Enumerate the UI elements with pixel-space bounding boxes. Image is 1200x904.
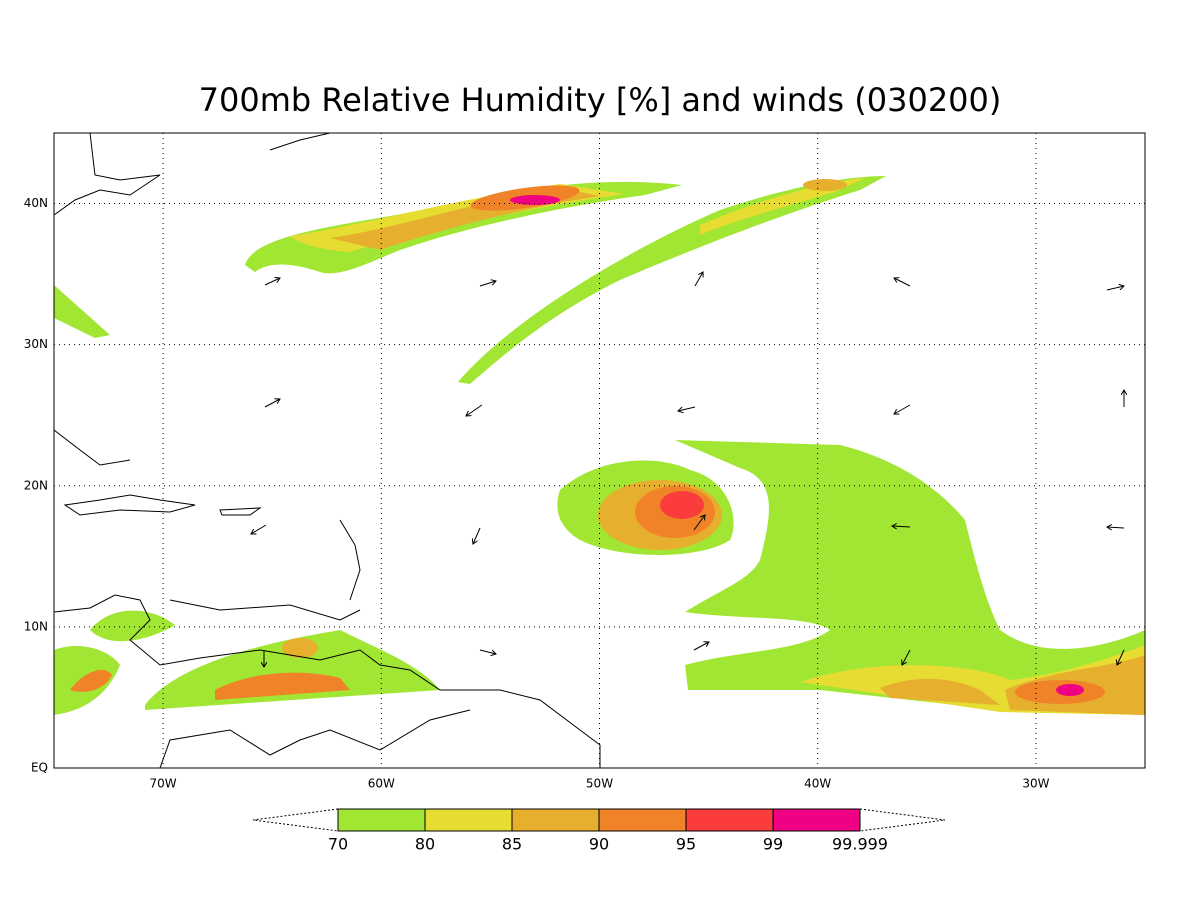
humidity-field — [54, 176, 1145, 715]
wind-arrow — [1106, 286, 1124, 291]
colorbar-end — [859, 808, 946, 832]
wind-arrow — [264, 278, 280, 286]
colorbar: 70 80 85 90 95 99 99.999 — [252, 808, 946, 854]
wind-arrow — [678, 406, 696, 411]
coastline — [339, 519, 361, 601]
wind-arrow — [693, 642, 709, 651]
map-title: 700mb Relative Humidity [%] and winds (0… — [199, 81, 1002, 119]
wind-arrow — [902, 649, 911, 665]
humidity-area — [660, 491, 704, 519]
lat-label: 30N — [24, 337, 48, 351]
coastlines — [54, 133, 601, 768]
lon-label: 30W — [1022, 777, 1049, 791]
humidity-area — [282, 638, 318, 658]
coastline — [54, 429, 131, 466]
colorbar-end — [252, 808, 339, 832]
colorbar-label: 95 — [676, 835, 696, 854]
coastline — [269, 133, 331, 151]
colorbar-swatch — [598, 808, 687, 832]
coastline — [54, 594, 601, 768]
axis-labels: 70W 60W 50W 40W 30W EQ 10N 20N 30N 40N — [24, 196, 1050, 790]
wind-arrow — [693, 515, 705, 531]
lon-label: 40W — [804, 777, 831, 791]
wind-arrow — [479, 281, 496, 287]
colorbar-label: 80 — [415, 835, 435, 854]
colorbar-swatch — [511, 808, 600, 832]
wind-arrow — [1117, 649, 1125, 665]
wind-arrow — [1107, 527, 1125, 528]
map-frame — [53, 132, 1146, 769]
colorbar-label: 99 — [763, 835, 783, 854]
wind-arrow — [473, 527, 481, 544]
wind-arrow — [466, 404, 483, 416]
lat-label: 20N — [24, 478, 48, 492]
lon-label: 60W — [368, 777, 395, 791]
lon-label: 50W — [586, 777, 613, 791]
colorbar-label: 90 — [589, 835, 609, 854]
wind-arrow — [251, 524, 267, 534]
humidity-area — [1056, 684, 1084, 696]
colorbar-label: 85 — [502, 835, 522, 854]
colorbar-swatch — [685, 808, 774, 832]
graticule — [54, 133, 1145, 768]
lat-label: EQ — [31, 761, 48, 775]
wind-arrow — [894, 404, 911, 414]
humidity-area — [675, 440, 1145, 715]
lat-label: 40N — [24, 196, 48, 210]
coastline — [219, 507, 262, 516]
lon-label: 70W — [150, 777, 177, 791]
colorbar-swatch — [424, 808, 513, 832]
coastline — [169, 599, 361, 621]
colorbar-label: 99.999 — [832, 835, 888, 854]
humidity-area — [510, 195, 560, 205]
coastline — [159, 709, 471, 768]
coastline — [63, 494, 196, 516]
colorbar-swatch — [772, 808, 861, 832]
lat-label: 10N — [24, 619, 48, 633]
humidity-area — [803, 179, 847, 191]
colorbar-swatch — [337, 808, 426, 832]
colorbar-label: 70 — [328, 835, 348, 854]
wind-vectors — [251, 272, 1124, 667]
wind-arrow — [892, 526, 911, 527]
wind-arrow — [479, 649, 496, 654]
humidity-area — [54, 285, 110, 338]
wind-arrow — [264, 399, 280, 408]
humidity-area — [700, 178, 865, 235]
wind-arrow — [694, 272, 703, 287]
humidity-area — [70, 670, 350, 700]
coastline — [54, 133, 161, 216]
wind-arrow — [894, 278, 911, 287]
